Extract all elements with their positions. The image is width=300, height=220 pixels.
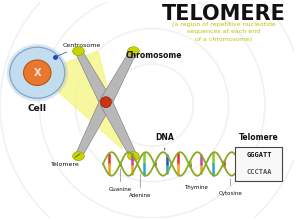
Ellipse shape	[9, 46, 66, 99]
Ellipse shape	[23, 60, 51, 86]
Ellipse shape	[73, 152, 84, 161]
Text: Cell: Cell	[28, 104, 47, 113]
Text: Guanine: Guanine	[109, 169, 132, 192]
Text: Adenine: Adenine	[129, 174, 152, 198]
Ellipse shape	[8, 45, 67, 100]
Circle shape	[100, 97, 111, 108]
Polygon shape	[37, 51, 123, 149]
Text: Cytosine: Cytosine	[219, 179, 242, 196]
Ellipse shape	[128, 152, 139, 161]
Ellipse shape	[128, 47, 139, 56]
Text: Telomere: Telomere	[51, 154, 80, 167]
Ellipse shape	[7, 44, 68, 101]
Text: X: X	[34, 68, 41, 78]
Polygon shape	[75, 50, 112, 105]
Text: Telomere: Telomere	[239, 133, 279, 142]
Text: DNA: DNA	[155, 133, 174, 150]
FancyBboxPatch shape	[236, 147, 283, 181]
Text: Centrosome: Centrosome	[58, 43, 101, 56]
Text: Thymine: Thymine	[184, 179, 208, 191]
Ellipse shape	[73, 47, 84, 56]
Text: GGGATT: GGGATT	[246, 152, 272, 158]
Ellipse shape	[10, 47, 65, 98]
Polygon shape	[100, 50, 136, 105]
Polygon shape	[75, 99, 112, 158]
Text: CCCTAA: CCCTAA	[246, 169, 272, 175]
Text: (a region of repetitive nucleotide
sequences at each end
of a chromosome): (a region of repetitive nucleotide seque…	[172, 22, 275, 42]
Text: TELOMERE: TELOMERE	[162, 4, 286, 24]
Text: Chromosome: Chromosome	[125, 51, 182, 60]
Polygon shape	[100, 99, 136, 158]
